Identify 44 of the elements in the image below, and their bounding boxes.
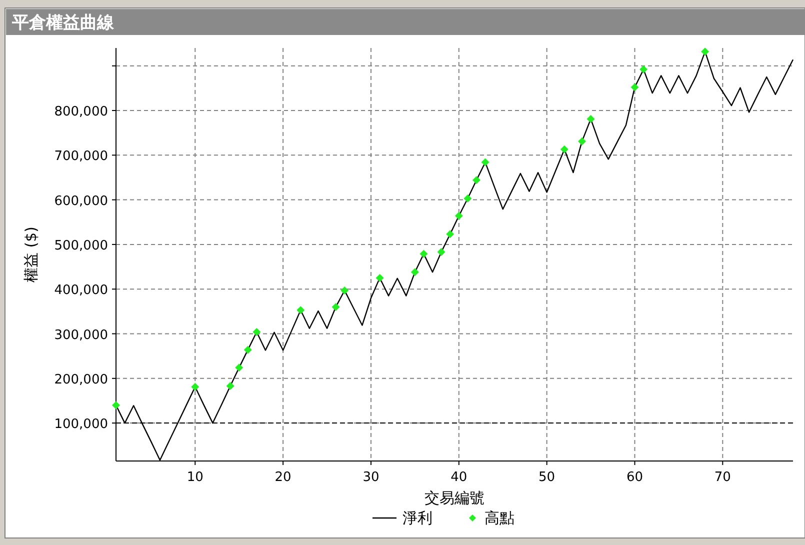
point — [640, 65, 648, 74]
y-tick-label: 400,000 — [54, 283, 108, 298]
point — [454, 212, 463, 220]
x-tick-label: 30 — [362, 470, 380, 485]
point — [446, 230, 454, 238]
y-tick-label: 100,000 — [54, 417, 108, 432]
point — [701, 48, 710, 56]
y-tick-label: 700,000 — [54, 149, 108, 164]
point — [296, 306, 305, 314]
point — [235, 364, 244, 372]
point — [244, 346, 252, 354]
x-tick-label: 20 — [274, 470, 292, 485]
legend-label: 高點 — [484, 509, 514, 527]
point — [472, 176, 480, 184]
point — [252, 328, 261, 336]
point — [112, 401, 120, 410]
y-tick-label: 300,000 — [54, 328, 108, 343]
point — [586, 114, 595, 123]
point — [420, 250, 428, 258]
point — [340, 286, 349, 294]
x-tick-label: 10 — [186, 470, 204, 485]
legend-label: 淨利 — [402, 509, 432, 527]
point — [464, 194, 472, 202]
y-tick-label: 600,000 — [54, 194, 108, 209]
x-tick-label: 60 — [626, 470, 644, 485]
chart-title: 平倉權益曲線 — [11, 13, 115, 33]
y-tick-label: 500,000 — [54, 238, 108, 254]
point — [191, 382, 200, 391]
y-tick-label: 200,000 — [54, 372, 108, 388]
point — [560, 145, 568, 154]
point — [332, 302, 340, 311]
point — [226, 382, 234, 390]
x-tick-label: 50 — [538, 470, 556, 485]
x-tick-label: 40 — [450, 470, 468, 485]
x-axis-title: 交易編號 — [424, 489, 484, 507]
point — [410, 268, 419, 276]
y-axis-title: 權益 ($) — [22, 226, 40, 283]
x-tick-label: 70 — [714, 470, 731, 485]
y-tick-label: 800,000 — [54, 104, 108, 120]
point — [376, 274, 384, 282]
point — [630, 83, 639, 92]
point — [437, 248, 446, 256]
point — [481, 158, 490, 166]
point — [578, 137, 586, 146]
